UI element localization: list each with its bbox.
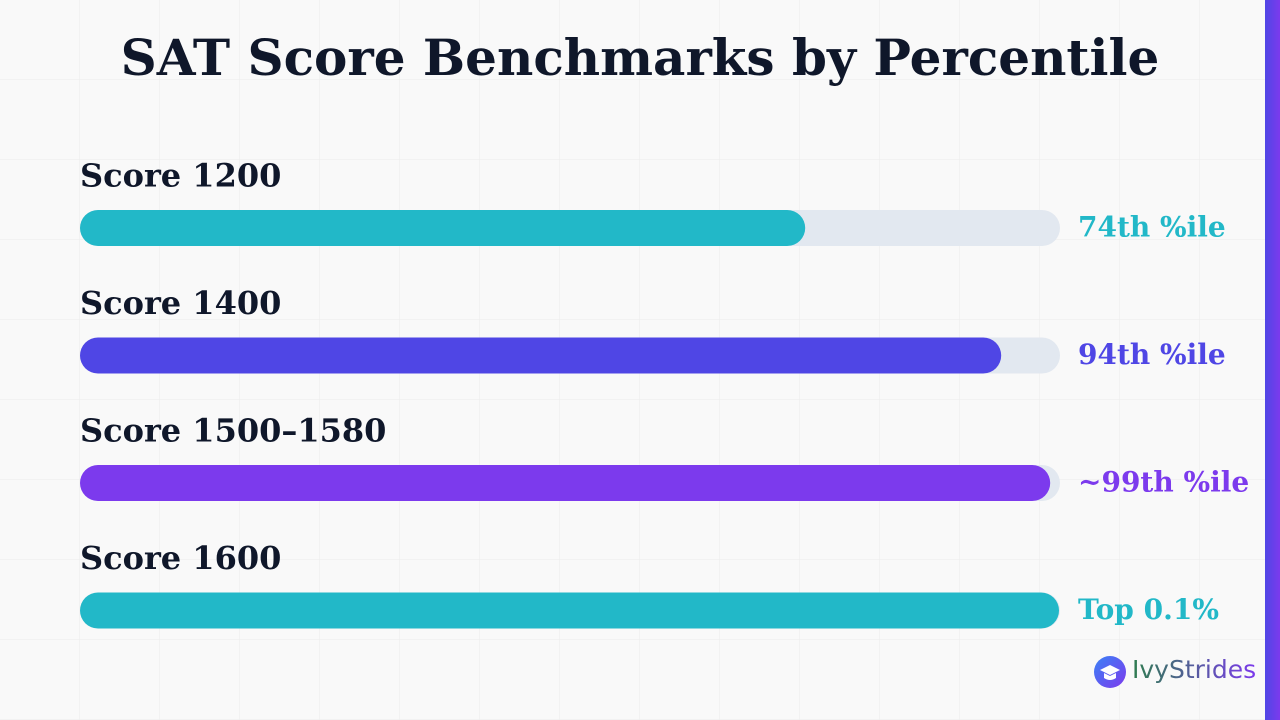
- bar: [80, 592, 1060, 629]
- category-label: Score 1200: [80, 157, 281, 195]
- category-label: Score 1400: [80, 284, 281, 322]
- value-label: 94th %ile: [1078, 338, 1226, 371]
- bar: [80, 337, 1002, 374]
- bar: [80, 210, 806, 246]
- category-label: Score 1500–1580: [80, 412, 386, 450]
- bar: [80, 465, 1051, 501]
- edge-stripe: [1265, 0, 1280, 720]
- value-label: ~99th %ile: [1078, 466, 1249, 499]
- logo-cap: [1100, 665, 1120, 680]
- category-label: Score 1600: [80, 539, 281, 577]
- chart-title: SAT Score Benchmarks by Percentile: [121, 28, 1160, 87]
- value-label: 74th %ile: [1078, 211, 1226, 244]
- brand-logo: IvyStrides: [1094, 655, 1256, 688]
- value-label: Top 0.1%: [1078, 593, 1219, 626]
- brand-name: IvyStrides: [1132, 655, 1256, 684]
